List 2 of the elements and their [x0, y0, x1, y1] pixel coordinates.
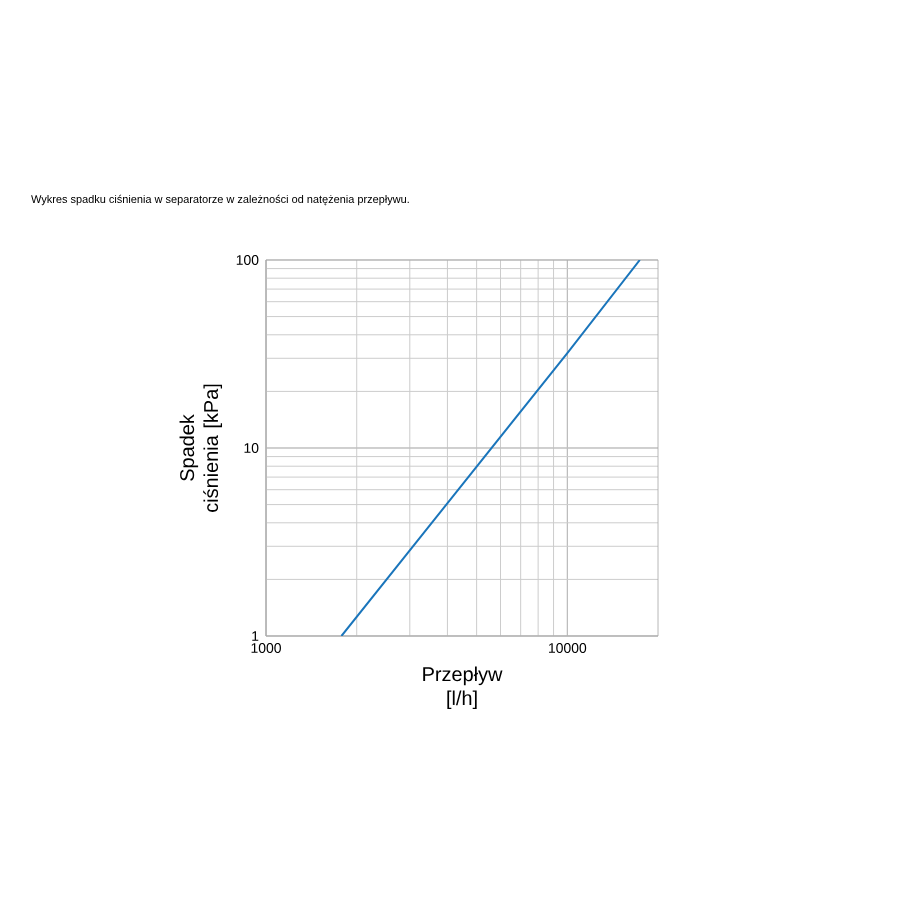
x-axis-title: Przepływ [l/h] — [423, 666, 503, 710]
y-axis-title: Spadek ciśnienia [kPa] — [179, 384, 223, 512]
